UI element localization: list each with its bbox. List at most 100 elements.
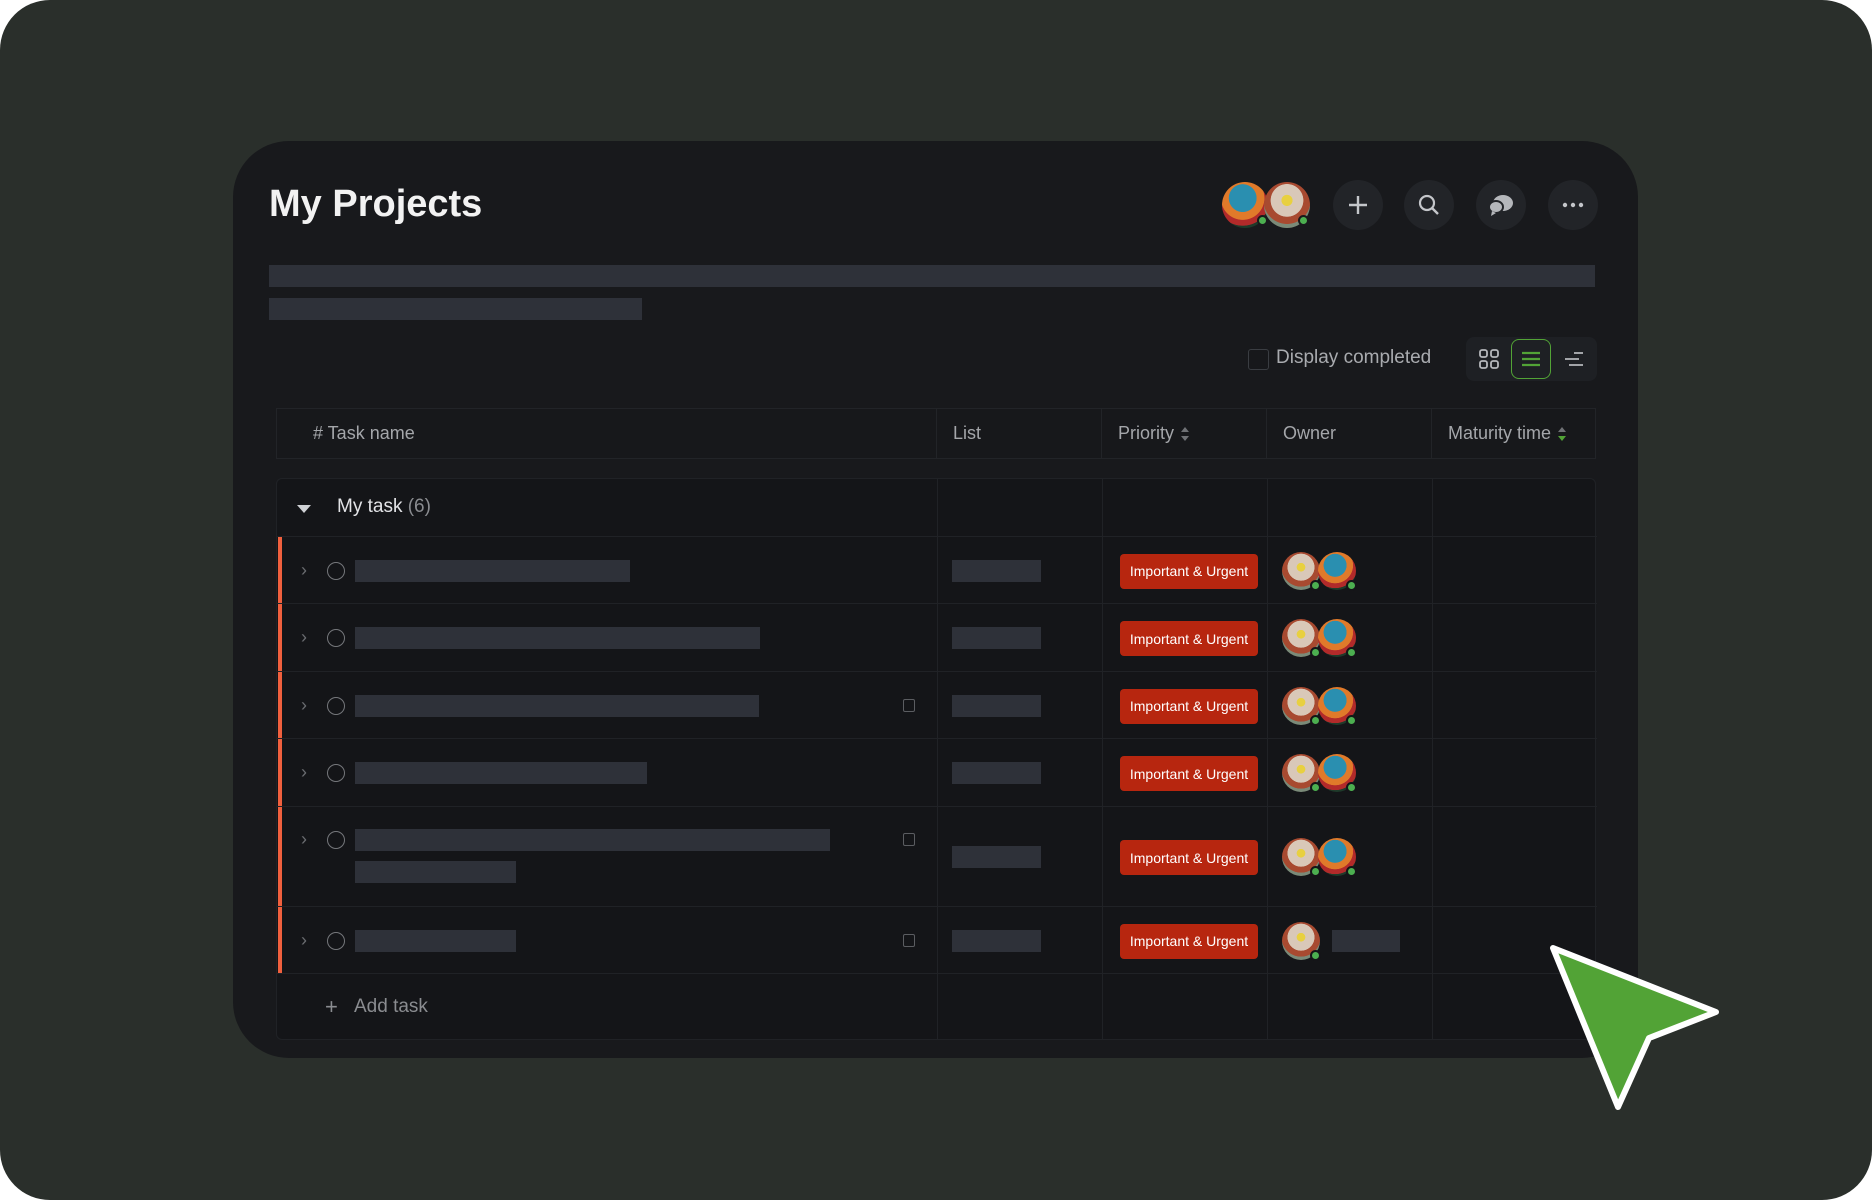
more-horizontal-icon xyxy=(1562,202,1584,208)
collapse-group-toggle[interactable] xyxy=(297,501,311,519)
task-name-placeholder xyxy=(355,762,647,784)
expand-subtasks-chevron-icon[interactable]: › xyxy=(301,559,307,580)
priority-badge[interactable]: Important & Urgent xyxy=(1120,840,1258,875)
group-count: (6) xyxy=(407,496,431,517)
list-placeholder xyxy=(952,559,1041,582)
expand-subtasks-chevron-icon[interactable]: › xyxy=(301,929,307,950)
complete-task-checkbox[interactable] xyxy=(327,561,345,580)
group-title: My task (6) xyxy=(337,496,431,518)
list-placeholder xyxy=(952,694,1041,717)
column-divider xyxy=(1432,479,1433,1039)
more-button[interactable] xyxy=(1548,180,1598,230)
expand-subtasks-chevron-icon[interactable]: › xyxy=(301,829,307,849)
column-header-task-name[interactable]: # Task name xyxy=(276,408,937,459)
expand-subtasks-chevron-icon[interactable]: › xyxy=(301,627,307,647)
complete-task-checkbox[interactable] xyxy=(327,764,345,782)
caret-down-icon xyxy=(297,505,311,513)
complete-task-checkbox[interactable] xyxy=(327,629,345,647)
gantt-view-icon xyxy=(1565,352,1583,366)
online-indicator xyxy=(1346,866,1357,877)
description-placeholder xyxy=(269,298,642,320)
online-indicator xyxy=(1298,215,1309,226)
column-divider xyxy=(1102,479,1103,1039)
page-title: My Projects xyxy=(269,183,483,225)
priority-indicator xyxy=(278,907,282,974)
list-placeholder xyxy=(952,929,1041,952)
column-divider xyxy=(1267,479,1268,1039)
task-name-placeholder xyxy=(355,694,759,717)
priority-badge[interactable]: Important & Urgent xyxy=(1120,756,1258,791)
priority-badge[interactable]: Important & Urgent xyxy=(1120,621,1258,656)
list-view-icon xyxy=(1522,351,1540,367)
task-row[interactable]: › Important & Urgent xyxy=(277,671,1597,739)
chat-bubbles-icon xyxy=(1488,195,1513,216)
task-name-placeholder xyxy=(355,829,830,851)
online-indicator xyxy=(1310,866,1321,877)
group-label: My task xyxy=(337,496,403,517)
maturity-time-label: Maturity time xyxy=(1448,423,1552,443)
list-view-button[interactable] xyxy=(1511,339,1551,379)
grid-view-button[interactable] xyxy=(1469,339,1509,379)
gantt-view-button[interactable] xyxy=(1554,339,1594,379)
add-task-row[interactable]: + Add task xyxy=(277,973,1597,1040)
display-completed-checkbox[interactable] xyxy=(1248,349,1269,370)
column-header-maturity-time[interactable]: Maturity time xyxy=(1431,408,1596,459)
task-name-placeholder xyxy=(355,861,516,883)
task-row[interactable]: › Important & Urgent xyxy=(277,603,1597,672)
projects-panel: My Projects Display completed # Task nam… xyxy=(233,141,1638,1058)
online-indicator xyxy=(1346,714,1357,726)
description-icon xyxy=(903,933,915,947)
column-header-priority[interactable]: Priority xyxy=(1101,408,1267,459)
priority-indicator xyxy=(278,807,282,907)
sort-icon[interactable] xyxy=(1557,426,1567,442)
priority-badge[interactable]: Important & Urgent xyxy=(1120,923,1258,959)
search-icon xyxy=(1418,194,1439,215)
task-row[interactable]: › Important & Urgent xyxy=(277,536,1597,604)
task-name-placeholder xyxy=(355,627,760,649)
expand-subtasks-chevron-icon[interactable]: › xyxy=(301,762,307,782)
view-switcher xyxy=(1466,337,1597,381)
description-icon xyxy=(903,698,915,712)
column-header-list[interactable]: List xyxy=(936,408,1102,459)
complete-task-checkbox[interactable] xyxy=(327,931,345,950)
add-task-button[interactable]: Add task xyxy=(354,996,428,1017)
description-placeholder xyxy=(269,265,1595,287)
list-placeholder xyxy=(952,846,1041,868)
complete-task-checkbox[interactable] xyxy=(327,696,345,715)
priority-badge[interactable]: Important & Urgent xyxy=(1120,688,1258,724)
priority-badge[interactable]: Important & Urgent xyxy=(1120,553,1258,589)
task-name-placeholder xyxy=(355,929,516,952)
online-indicator xyxy=(1310,647,1321,658)
add-button[interactable] xyxy=(1333,180,1383,230)
chat-button[interactable] xyxy=(1476,180,1526,230)
description-icon xyxy=(903,833,915,846)
list-placeholder xyxy=(952,627,1041,649)
sort-icon[interactable] xyxy=(1180,426,1190,442)
online-indicator xyxy=(1346,647,1357,658)
online-indicator xyxy=(1310,782,1321,793)
priority-indicator xyxy=(278,604,282,672)
task-row[interactable]: › Important & Urgent xyxy=(277,738,1597,807)
task-row[interactable]: › Important & Urgent xyxy=(277,906,1597,974)
cursor-arrow-icon xyxy=(1550,945,1719,1110)
online-indicator xyxy=(1346,579,1357,591)
complete-task-checkbox[interactable] xyxy=(327,831,345,849)
list-placeholder xyxy=(952,762,1041,784)
plus-icon: + xyxy=(325,994,338,1019)
column-divider xyxy=(937,479,938,1039)
priority-indicator xyxy=(278,537,282,604)
online-indicator xyxy=(1257,215,1268,226)
online-indicator xyxy=(1346,782,1357,793)
online-indicator xyxy=(1310,949,1321,961)
search-button[interactable] xyxy=(1404,180,1454,230)
grid-view-icon xyxy=(1479,349,1499,369)
display-completed-label[interactable]: Display completed xyxy=(1276,347,1432,368)
expand-subtasks-chevron-icon[interactable]: › xyxy=(301,694,307,715)
plus-icon xyxy=(1349,196,1367,214)
priority-label: Priority xyxy=(1118,423,1175,443)
owner-name-placeholder xyxy=(1332,929,1400,952)
task-group: My task (6) › Important & Urgent › Impor… xyxy=(276,478,1597,1040)
task-row[interactable]: › Important & Urgent xyxy=(277,806,1597,907)
column-header-owner[interactable]: Owner xyxy=(1266,408,1432,459)
